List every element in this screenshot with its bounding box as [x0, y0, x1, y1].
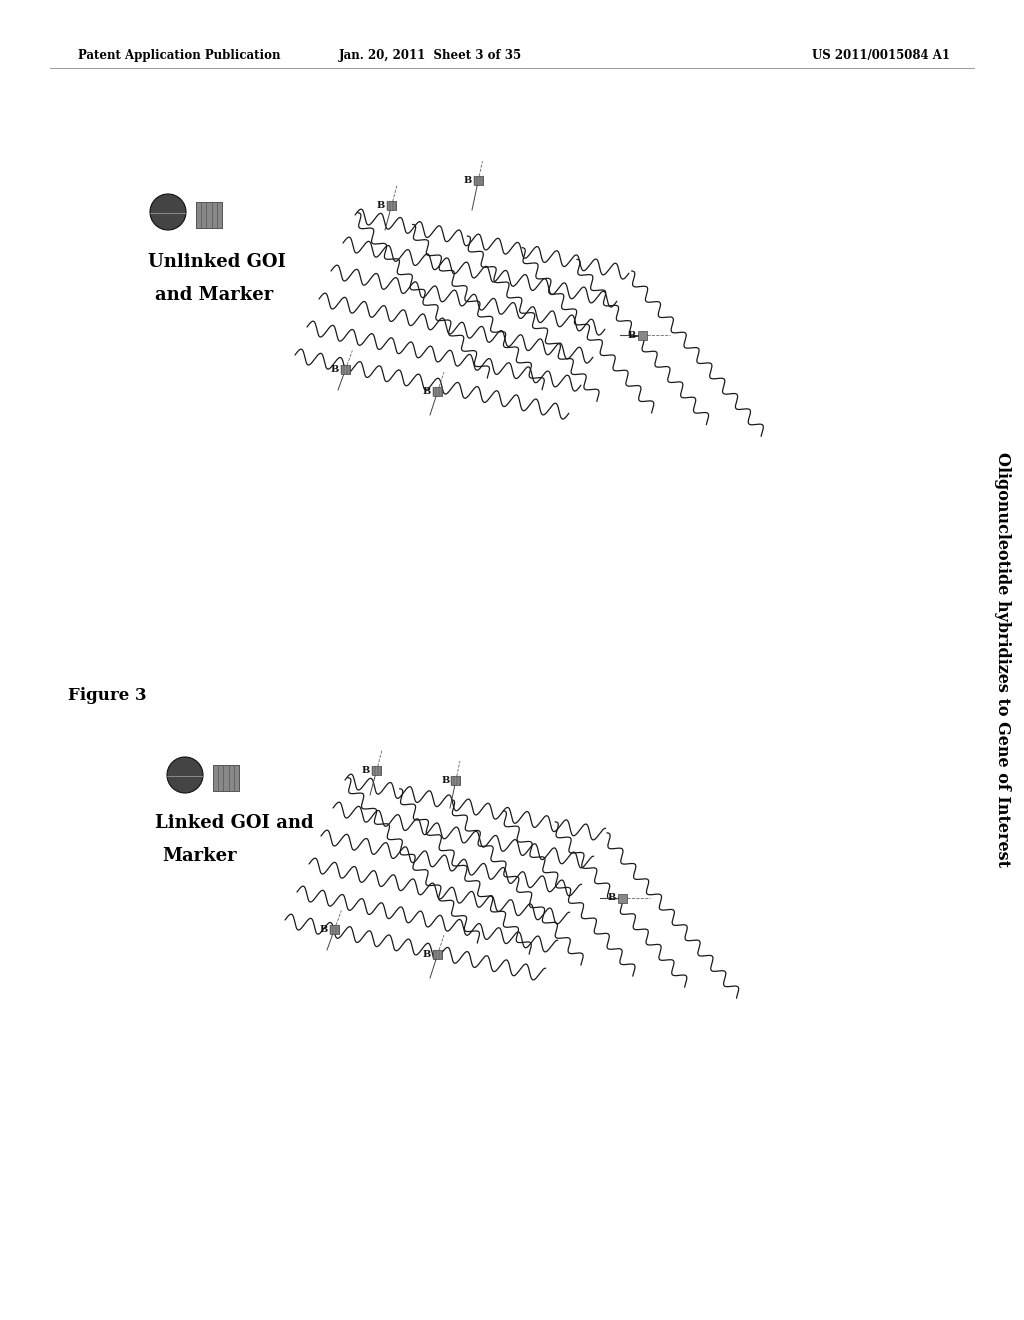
- Text: B: B: [319, 925, 328, 933]
- Text: Linked GOI and: Linked GOI and: [155, 814, 313, 832]
- Circle shape: [150, 194, 186, 230]
- Bar: [196, 202, 222, 228]
- Bar: [213, 766, 239, 791]
- Text: B: B: [441, 776, 450, 785]
- Text: B: B: [423, 387, 431, 396]
- Text: Figure 3: Figure 3: [68, 686, 146, 704]
- Text: Marker: Marker: [162, 847, 237, 865]
- Text: Patent Application Publication: Patent Application Publication: [78, 49, 281, 62]
- Bar: [474, 176, 482, 185]
- Text: B: B: [423, 949, 431, 958]
- Circle shape: [167, 756, 203, 793]
- Text: Unlinked GOI: Unlinked GOI: [148, 253, 286, 271]
- Text: and Marker: and Marker: [155, 286, 273, 304]
- Text: B: B: [331, 364, 339, 374]
- Text: B: B: [628, 330, 636, 339]
- Bar: [452, 776, 461, 785]
- Bar: [618, 894, 627, 903]
- Text: B: B: [464, 176, 472, 185]
- Text: Oligonucleotide hybridizes to Gene of Interest: Oligonucleotide hybridizes to Gene of In…: [994, 453, 1012, 867]
- Bar: [638, 331, 647, 341]
- Bar: [433, 949, 442, 958]
- Text: Jan. 20, 2011  Sheet 3 of 35: Jan. 20, 2011 Sheet 3 of 35: [339, 49, 521, 62]
- Bar: [433, 387, 442, 396]
- Text: B: B: [608, 894, 616, 903]
- Bar: [341, 364, 350, 374]
- Bar: [330, 925, 339, 933]
- Text: B: B: [377, 202, 385, 210]
- Bar: [387, 202, 396, 210]
- Text: B: B: [361, 767, 370, 775]
- Text: US 2011/0015084 A1: US 2011/0015084 A1: [812, 49, 950, 62]
- Bar: [372, 767, 381, 775]
